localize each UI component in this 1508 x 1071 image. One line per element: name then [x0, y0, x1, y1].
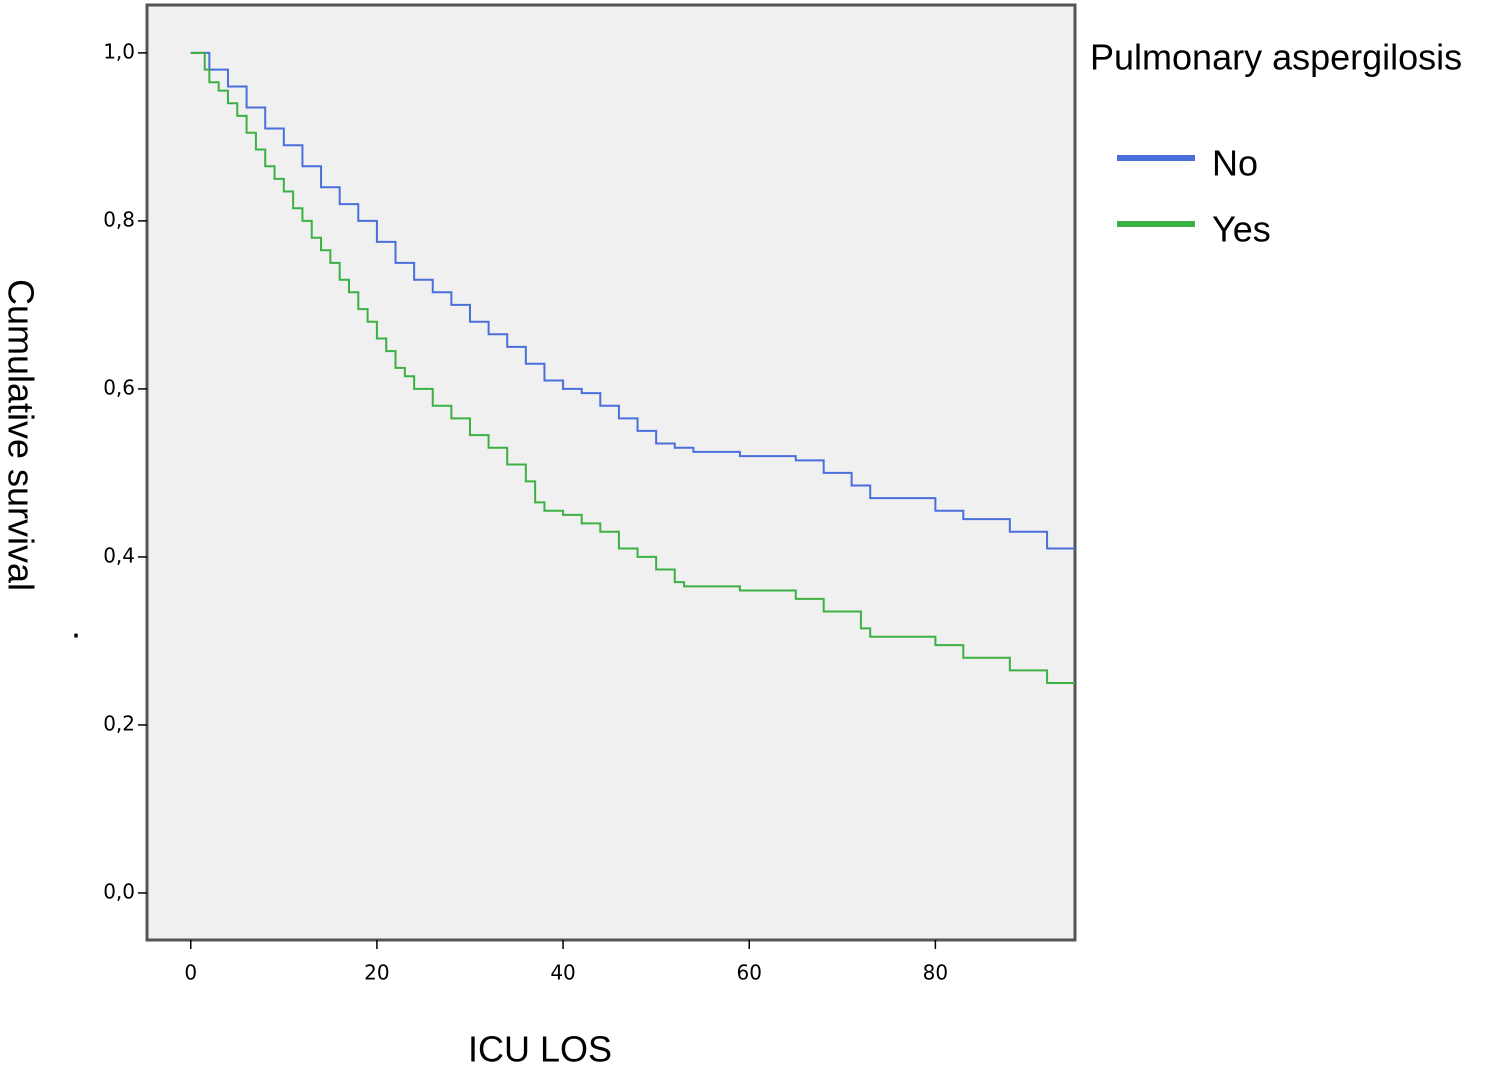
x-tick-label: 40 — [550, 961, 575, 985]
x-tick-label: 80 — [923, 961, 948, 985]
y-tick-label: 0,8 — [103, 207, 135, 231]
survival-line — [190, 51, 1075, 684]
x-tick-label: 20 — [364, 961, 389, 985]
y-tick-label: 0,0 — [103, 879, 135, 903]
y-tick-label: 0,2 — [103, 711, 135, 735]
y-tick-label: 0,6 — [103, 375, 135, 399]
x-tick-label: 0 — [184, 961, 197, 985]
survival-line — [190, 51, 1075, 550]
x-axis-label: ICU LOS — [468, 1029, 612, 1070]
legend-label: Yes — [1212, 209, 1271, 250]
legend-title: Pulmonary aspergilosis — [1090, 37, 1462, 78]
y-tick-label: 1,0 — [103, 39, 135, 63]
y-axis-label: Cumulative survival — [0, 279, 41, 591]
y-tick-label: 0,4 — [103, 543, 135, 567]
annotation: . — [71, 605, 81, 646]
legend-label: No — [1212, 143, 1258, 184]
x-tick-label: 60 — [736, 961, 761, 985]
